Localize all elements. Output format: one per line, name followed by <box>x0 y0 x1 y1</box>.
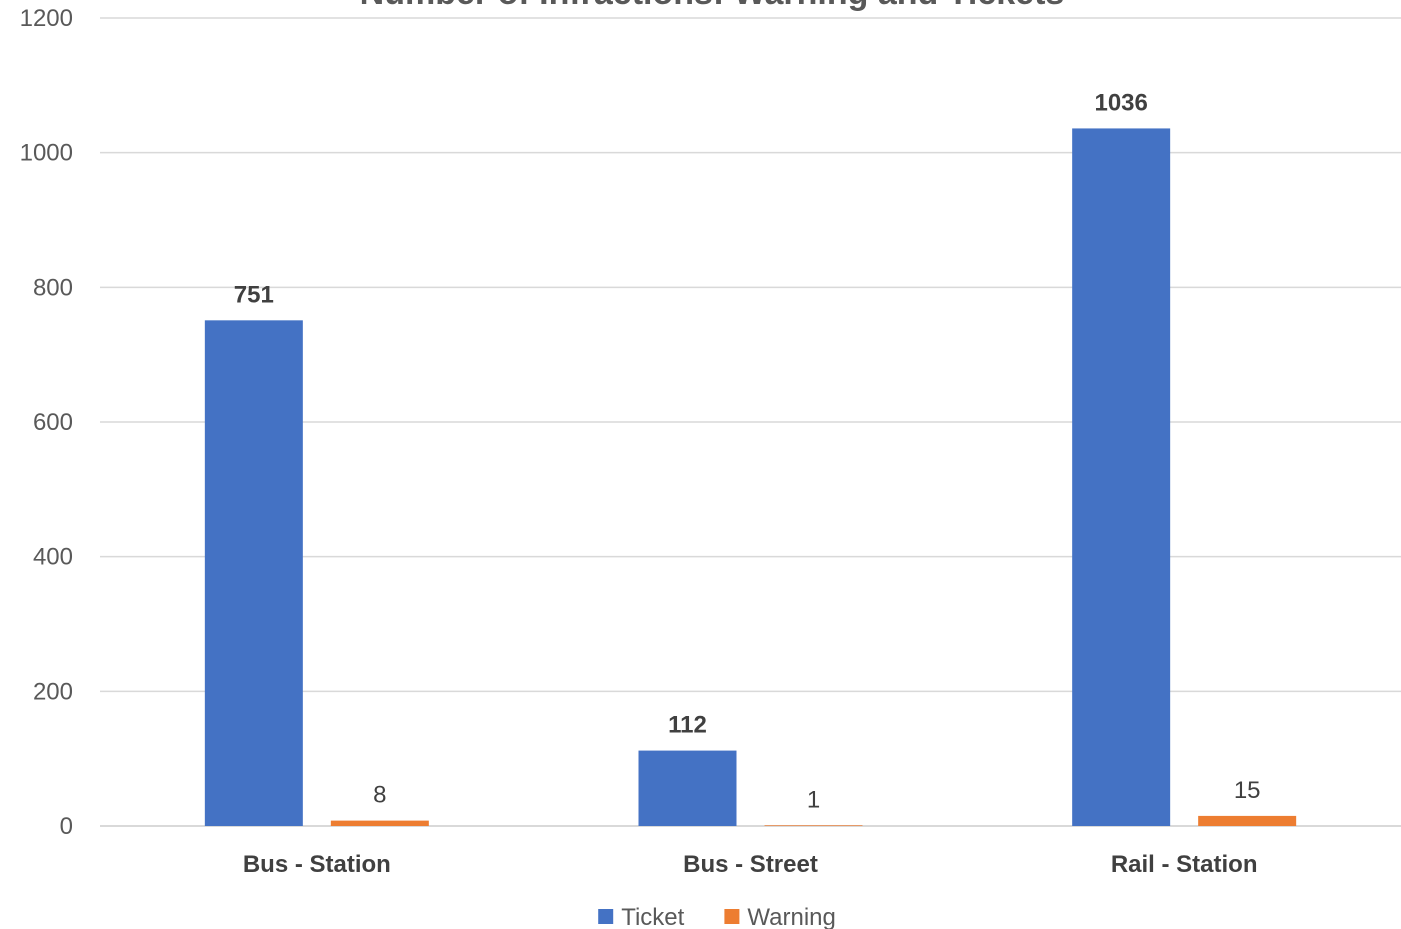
bars <box>204 128 1297 827</box>
bar-warning <box>764 825 863 826</box>
legend-swatch <box>598 909 614 924</box>
y-axis-ticks: 0 200 400 600 800 1000 1200 <box>20 5 73 840</box>
gridlines <box>100 17 1401 827</box>
bar-warning <box>1198 815 1297 826</box>
data-labels: 751 8 112 1 1036 15 <box>234 89 1261 813</box>
x-tick-label: Bus - Street <box>683 851 818 878</box>
data-label-warning: 15 <box>1234 777 1261 804</box>
legend: Ticket Warning <box>598 904 836 929</box>
y-tick-label: 0 <box>60 813 73 840</box>
bar-ticket <box>638 750 737 826</box>
data-label-ticket: 112 <box>668 712 707 739</box>
bar-ticket <box>204 320 303 826</box>
data-label-ticket: 751 <box>234 281 274 308</box>
x-axis-categories: Bus - Station Bus - Street Rail - Station <box>243 851 1258 878</box>
data-label-warning: 1 <box>807 786 820 813</box>
legend-label: Warning <box>747 904 835 929</box>
y-tick-label: 1200 <box>20 5 73 32</box>
y-tick-label: 600 <box>33 409 73 436</box>
legend-label: Ticket <box>621 904 684 929</box>
y-tick-label: 400 <box>33 544 73 571</box>
data-label-ticket: 1036 <box>1094 89 1147 116</box>
x-tick-label: Bus - Station <box>243 851 391 878</box>
bar-ticket <box>1072 128 1171 827</box>
legend-item-ticket: Ticket <box>598 904 685 929</box>
y-tick-label: 200 <box>33 678 73 705</box>
x-tick-label: Rail - Station <box>1111 851 1258 878</box>
legend-swatch <box>724 909 740 924</box>
legend-item-warning: Warning <box>724 904 836 929</box>
data-label-warning: 8 <box>373 782 386 809</box>
bar-warning <box>330 820 429 826</box>
y-tick-label: 1000 <box>20 140 73 167</box>
y-tick-label: 800 <box>33 274 73 301</box>
chart-title: Number of Infractions: Warning and Ticke… <box>360 0 1065 12</box>
